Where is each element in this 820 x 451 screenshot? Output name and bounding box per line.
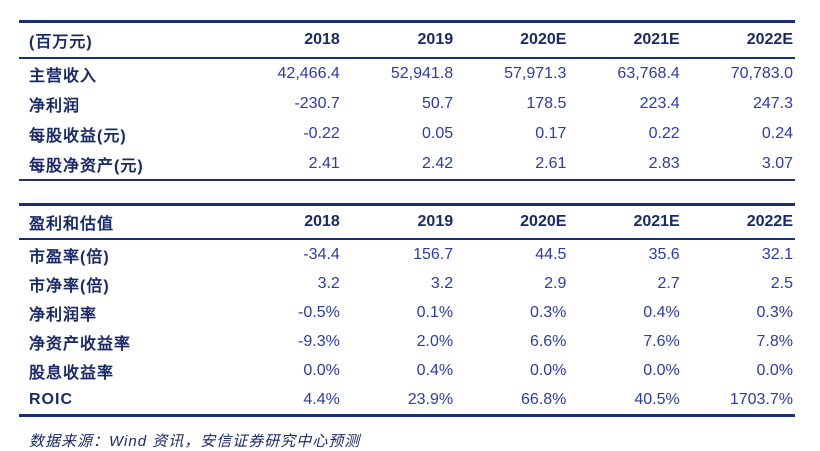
table-row-eps: 每股收益(元) -0.22 0.05 0.17 0.22 0.24 bbox=[19, 119, 795, 149]
cell-value: -230.7 bbox=[294, 95, 340, 112]
table-row-pe: 市盈率(倍) -34.4 156.7 44.5 35.6 32.1 bbox=[19, 239, 795, 269]
table2-col-2018: 2018 bbox=[228, 204, 342, 240]
cell-value: 0.3% bbox=[529, 303, 567, 321]
cell-value: -34.4 bbox=[303, 245, 340, 263]
table-row-pb: 市净率(倍) 3.2 3.2 2.9 2.7 2.5 bbox=[19, 269, 795, 298]
table2-col-2019: 2019 bbox=[341, 204, 456, 240]
cell-value: 23.9% bbox=[407, 390, 454, 408]
row-label: 每股收益(元) bbox=[29, 128, 127, 145]
cell-value: 7.6% bbox=[643, 332, 680, 350]
table2-col-2020e: 2020E bbox=[455, 204, 569, 240]
row-label: 主营收入 bbox=[29, 68, 98, 85]
row-label: 净利润率 bbox=[29, 306, 98, 324]
cell-value: 70,783.0 bbox=[730, 65, 793, 82]
table1-col-2019: 2019 bbox=[341, 21, 456, 59]
cell-value: 2.83 bbox=[648, 155, 680, 172]
cell-value: 7.8% bbox=[756, 332, 793, 350]
row-label: 市盈率(倍) bbox=[29, 248, 110, 266]
table1-col-2022e: 2022E bbox=[681, 21, 795, 59]
table2-col-2021e: 2021E bbox=[568, 204, 682, 240]
table2-col-2022e: 2022E bbox=[681, 204, 795, 240]
cell-value: 3.2 bbox=[430, 274, 454, 292]
table1-col-2018: 2018 bbox=[228, 21, 342, 59]
cell-value: 3.2 bbox=[317, 274, 340, 292]
cell-value: 66.8% bbox=[521, 390, 567, 408]
income-forecast-table: (百万元) 2018 2019 2020E 2021E 2022E 主营收入 4… bbox=[19, 20, 795, 181]
cell-value: 32.1 bbox=[761, 245, 793, 263]
cell-value: 2.41 bbox=[308, 155, 340, 172]
table-row-roic: ROIC 4.4% 23.9% 66.8% 40.5% 1703.7% bbox=[19, 385, 795, 416]
cell-value: 0.1% bbox=[416, 303, 454, 321]
cell-value: 6.6% bbox=[529, 332, 567, 350]
cell-value: -0.22 bbox=[303, 125, 340, 142]
table2-title-header: 盈利和估值 bbox=[19, 204, 229, 240]
cell-value: 1703.7% bbox=[729, 390, 793, 408]
cell-value: 0.0% bbox=[529, 361, 567, 379]
cell-value: 63,768.4 bbox=[617, 65, 680, 82]
cell-value: 40.5% bbox=[634, 390, 680, 408]
table1-col-2020e: 2020E bbox=[455, 21, 569, 59]
data-source-note: 数据来源：Wind 资讯，安信证券研究中心预测 bbox=[29, 433, 361, 450]
cell-value: 2.5 bbox=[770, 274, 793, 292]
cell-value: 44.5 bbox=[535, 245, 567, 263]
row-label: 净资产收益率 bbox=[29, 335, 132, 353]
table2-header-row: 盈利和估值 2018 2019 2020E 2021E 2022E bbox=[19, 204, 795, 240]
valuation-table: 盈利和估值 2018 2019 2020E 2021E 2022E 市盈率(倍)… bbox=[19, 203, 795, 417]
cell-value: 0.4% bbox=[416, 361, 454, 379]
table-row-revenue: 主营收入 42,466.4 52,941.8 57,971.3 63,768.4… bbox=[19, 58, 795, 89]
row-label: 净利润 bbox=[29, 98, 81, 115]
table-row-bvps: 每股净资产(元) 2.41 2.42 2.61 2.83 3.07 bbox=[19, 149, 795, 180]
table-row-net-margin: 净利润率 -0.5% 0.1% 0.3% 0.4% 0.3% bbox=[19, 298, 795, 327]
cell-value: 178.5 bbox=[526, 95, 567, 112]
cell-value: -9.3% bbox=[298, 332, 340, 350]
cell-value: 0.0% bbox=[756, 361, 793, 379]
cell-value: 2.0% bbox=[416, 332, 454, 350]
cell-value: 50.7 bbox=[421, 95, 454, 112]
cell-value: 57,971.3 bbox=[504, 65, 567, 82]
table-row-net-profit: 净利润 -230.7 50.7 178.5 223.4 247.3 bbox=[19, 89, 795, 119]
cell-value: 2.7 bbox=[657, 274, 680, 292]
cell-value: 2.9 bbox=[544, 274, 567, 292]
cell-value: 35.6 bbox=[648, 245, 680, 263]
cell-value: 0.4% bbox=[643, 303, 680, 321]
financial-summary-page: (百万元) 2018 2019 2020E 2021E 2022E 主营收入 4… bbox=[19, 20, 795, 450]
cell-value: 0.22 bbox=[648, 125, 680, 142]
table1-col-2021e: 2021E bbox=[568, 21, 682, 59]
row-label: ROIC bbox=[29, 390, 73, 408]
cell-value: 223.4 bbox=[639, 95, 680, 112]
cell-value: 52,941.8 bbox=[390, 65, 454, 82]
table-row-roe: 净资产收益率 -9.3% 2.0% 6.6% 7.6% 7.8% bbox=[19, 327, 795, 356]
cell-value: 0.17 bbox=[535, 125, 567, 142]
cell-value: 2.42 bbox=[421, 155, 454, 172]
row-label: 股息收益率 bbox=[29, 364, 115, 382]
cell-value: 247.3 bbox=[752, 95, 793, 112]
table1-unit-header: (百万元) bbox=[19, 21, 229, 59]
cell-value: 0.0% bbox=[303, 361, 340, 379]
cell-value: 4.4% bbox=[303, 390, 340, 408]
cell-value: 0.0% bbox=[643, 361, 680, 379]
cell-value: 156.7 bbox=[413, 245, 454, 263]
cell-value: -0.5% bbox=[298, 303, 340, 321]
cell-value: 0.24 bbox=[761, 125, 793, 142]
cell-value: 42,466.4 bbox=[277, 65, 340, 82]
cell-value: 3.07 bbox=[761, 155, 793, 172]
cell-value: 2.61 bbox=[535, 155, 567, 172]
table1-header-row: (百万元) 2018 2019 2020E 2021E 2022E bbox=[19, 21, 795, 59]
row-label: 每股净资产(元) bbox=[29, 158, 144, 175]
table-row-dividend-yield: 股息收益率 0.0% 0.4% 0.0% 0.0% 0.0% bbox=[19, 356, 795, 385]
cell-value: 0.3% bbox=[756, 303, 793, 321]
row-label: 市净率(倍) bbox=[29, 277, 110, 295]
cell-value: 0.05 bbox=[421, 125, 454, 142]
